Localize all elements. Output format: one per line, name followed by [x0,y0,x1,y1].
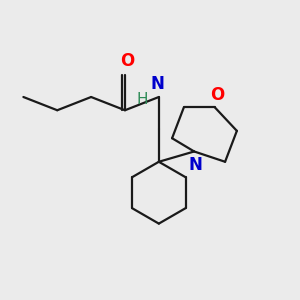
Text: N: N [150,76,164,94]
Text: O: O [211,86,225,104]
Text: N: N [189,156,202,174]
Text: H: H [137,92,148,107]
Text: O: O [120,52,134,70]
